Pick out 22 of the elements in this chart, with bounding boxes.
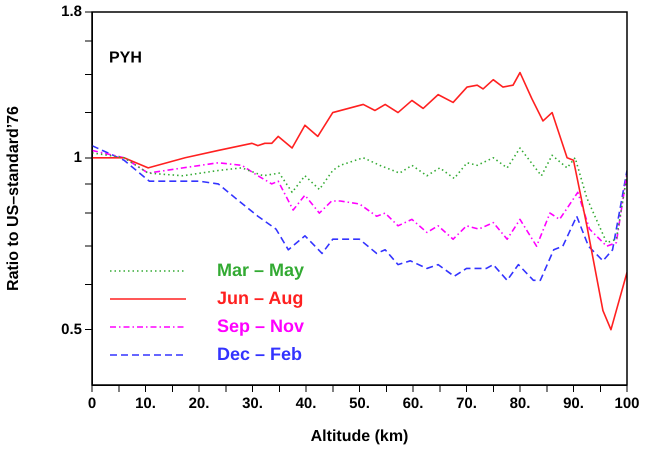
x-axis-title: Altitude (km) (310, 428, 408, 445)
y-tick-label: 0.5 (61, 320, 82, 338)
x-tick-label: 0 (88, 395, 96, 412)
y-axis-title: Ratio to US–standard’76 (5, 106, 22, 291)
x-tick-label: 70. (456, 395, 477, 412)
y-tick-label: 1.8 (61, 3, 82, 20)
x-tick-label: 50. (349, 395, 370, 412)
x-tick-label: 20. (188, 395, 210, 412)
legend-label: Mar – May (217, 260, 304, 280)
x-tick-label: 10. (135, 395, 156, 412)
x-tick-label: 40. (296, 395, 316, 412)
legend-label: Dec – Feb (217, 344, 302, 364)
x-tick-label: 60. (402, 395, 424, 412)
annotation: PYH (109, 49, 142, 66)
x-tick-label: 100 (614, 395, 640, 412)
x-tick-label: 80. (510, 395, 530, 412)
line-series (92, 144, 627, 282)
x-tick-label: 90. (563, 395, 584, 412)
y-tick-label: 1 (74, 148, 82, 166)
legend-label: Jun – Aug (217, 288, 304, 308)
legend-label: Sep – Nov (217, 316, 304, 336)
x-tick-label: 30. (242, 395, 263, 412)
